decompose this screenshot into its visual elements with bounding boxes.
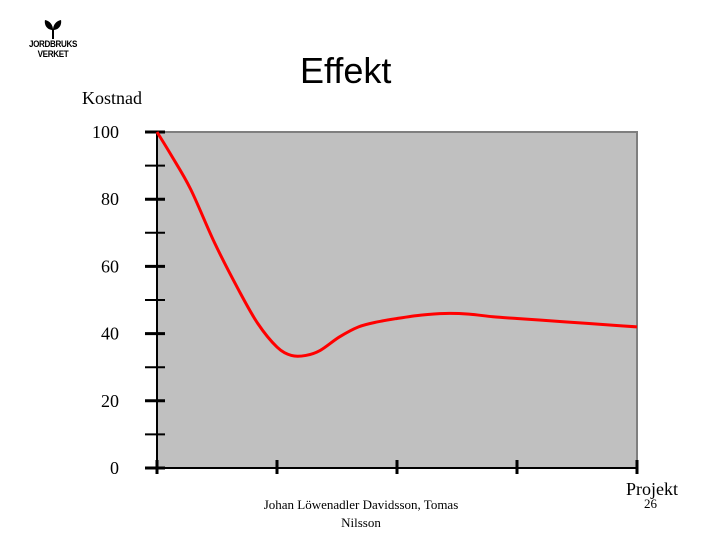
y-tick-label-80: 80 [101,189,119,209]
y-tick-label-100: 100 [92,122,119,142]
y-axis-label: Kostnad [82,88,142,108]
series-group [155,131,638,358]
page-number: 26 [644,496,657,511]
footer-author: Johan Löwenadler Davidsson, Tomas Nilsso… [263,497,459,530]
y-tick-label-60: 60 [101,256,119,276]
logo-text-line2: VERKET [37,49,69,60]
slide-title: Effekt [300,50,392,91]
ticks: 0 20 40 60 80 100 [92,122,639,478]
logo: JORDBRUKS VERKET [22,18,84,68]
y-tick-label-40: 40 [101,324,119,344]
y-tick-label-20: 20 [101,391,119,411]
leaf-icon [44,20,62,39]
x-axis-label: Projekt [626,479,678,499]
plot-area [156,131,638,469]
series-line-0 [155,131,638,358]
y-tick-label-0: 0 [110,458,119,478]
logo-text-line1: JORDBRUKS [28,39,78,50]
